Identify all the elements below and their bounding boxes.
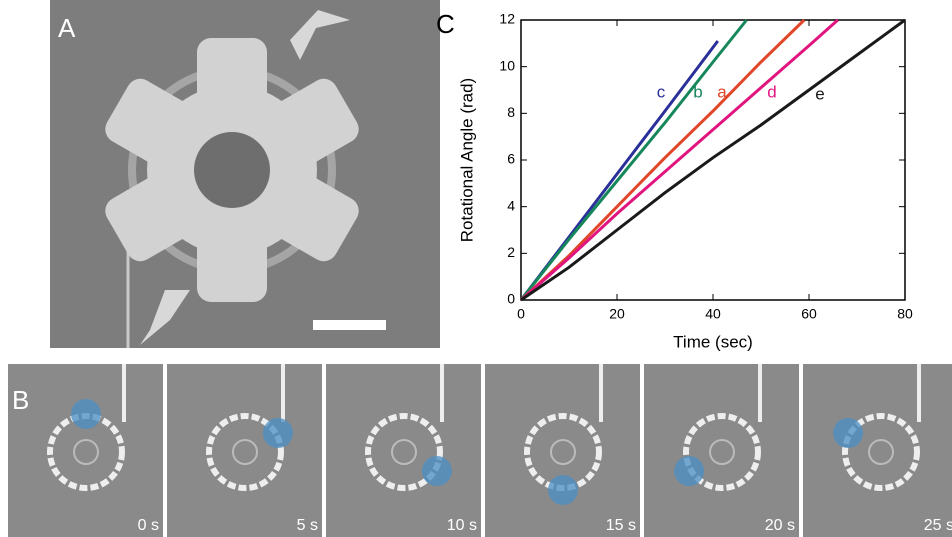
- marker: [833, 418, 863, 448]
- panel-label: B: [12, 385, 29, 415]
- frame: 15 s: [485, 364, 640, 537]
- figure: A 0 s 5 s 10 s 15 s 20 s 25 s B C 0 2 4 6 8 10 12 0 2…: [0, 0, 952, 537]
- y-tick-label: 8: [507, 104, 515, 120]
- frame-image: [326, 364, 481, 537]
- series-label: c: [657, 82, 666, 101]
- x-tick-label: 0: [517, 306, 525, 322]
- series-line: [521, 20, 804, 300]
- marker: [548, 475, 578, 505]
- frame: 10 s: [326, 364, 481, 537]
- marker: [71, 399, 101, 429]
- x-axis-label: Time (sec): [673, 332, 753, 351]
- x-tick-label: 40: [705, 306, 721, 322]
- frame-time: 10 s: [447, 517, 477, 534]
- frame-time: 20 s: [765, 517, 795, 534]
- frame-time: 5 s: [297, 517, 318, 534]
- x-tick-label: 20: [609, 306, 625, 322]
- x-tick-label: 60: [801, 306, 817, 322]
- series-label: d: [767, 82, 776, 101]
- marker: [422, 456, 452, 486]
- series-line: [521, 20, 747, 300]
- x-tick-label: 80: [897, 306, 913, 322]
- series-label: e: [815, 84, 824, 103]
- y-tick-label: 4: [507, 197, 515, 213]
- micrograph-strip: 0 s 5 s 10 s 15 s 20 s 25 s: [8, 364, 952, 537]
- frame-image: [167, 364, 322, 537]
- y-tick-label: 2: [507, 244, 515, 260]
- series-line: [521, 20, 838, 300]
- frame-time: 15 s: [606, 517, 636, 534]
- frame-time: 0 s: [138, 517, 159, 534]
- marker: [674, 456, 704, 486]
- frame-time: 25 s: [924, 517, 952, 534]
- frame: 0 s: [8, 364, 163, 537]
- marker: [263, 418, 293, 448]
- panel-label: C: [436, 9, 455, 39]
- frame: 25 s: [803, 364, 952, 537]
- y-tick-label: 0: [507, 291, 515, 307]
- chart: 0 2 4 6 8 10 12 0 20 40 60 80 Time (sec) Rotational A…: [457, 11, 913, 352]
- frame-image: [485, 364, 640, 537]
- series-label: b: [693, 82, 702, 101]
- frame-image: [803, 364, 952, 537]
- sem-image: [50, 0, 440, 348]
- series-label: a: [717, 82, 727, 101]
- frame-image: [644, 364, 799, 537]
- y-tick-label: 12: [499, 11, 515, 27]
- frame: 5 s: [167, 364, 322, 537]
- frame: 20 s: [644, 364, 799, 537]
- panel-label: A: [58, 13, 76, 43]
- y-tick-label: 10: [499, 57, 515, 73]
- y-tick-label: 6: [507, 151, 515, 167]
- frame-image: [8, 364, 163, 537]
- y-axis-label: Rotational Angle (rad): [457, 78, 476, 242]
